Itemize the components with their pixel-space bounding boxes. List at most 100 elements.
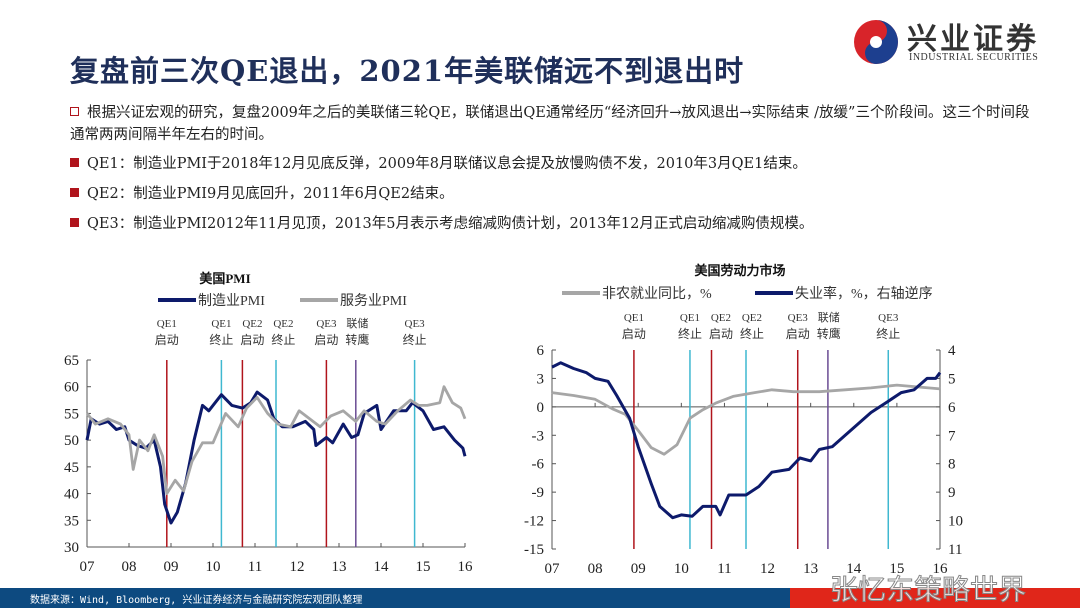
logo-swirl-icon xyxy=(854,20,898,64)
legend-label: 失业率，%，右轴逆序 xyxy=(795,285,933,302)
y2-tick-label: 10 xyxy=(948,514,963,530)
y2-tick-label: 9 xyxy=(948,485,956,501)
event-label: 联储 xyxy=(818,310,840,324)
y-tick-label: 40 xyxy=(64,487,79,503)
event-label: QE2 xyxy=(711,312,731,324)
event-label: 终止 xyxy=(876,326,900,341)
event-label: 启动 xyxy=(155,333,179,347)
square-bullet-icon xyxy=(70,188,79,197)
bullet-1: QE1：制造业PMI于2018年12月见底反弹，2009年8月联储议息会提及放慢… xyxy=(70,153,1030,175)
y-tick-label: -6 xyxy=(532,457,545,473)
square-bullet-icon xyxy=(70,218,79,227)
legend-label: 服务业PMI xyxy=(340,293,407,309)
chart-title: 美国劳动力市场 xyxy=(694,263,785,278)
event-label: QE3 xyxy=(316,318,337,330)
event-label: QE3 xyxy=(788,312,809,324)
y-tick-label: -12 xyxy=(524,514,544,530)
x-tick-label: 13 xyxy=(803,561,818,577)
event-label: 终止 xyxy=(678,326,702,341)
x-tick-label: 08 xyxy=(122,559,137,575)
chart-title: 美国PMI xyxy=(199,271,250,286)
event-label: 终止 xyxy=(740,326,764,341)
x-tick-label: 10 xyxy=(674,561,689,577)
event-label: QE1 xyxy=(680,312,700,324)
x-tick-label: 08 xyxy=(588,561,603,577)
square-bullet-icon xyxy=(70,158,79,167)
bullet-0: 根据兴证宏观的研究，复盘2009年之后的美联储三轮QE，联储退出QE通常经历“经… xyxy=(70,102,1030,146)
footer-bar xyxy=(0,588,1080,608)
y2-tick-label: 8 xyxy=(948,457,956,473)
y2-tick-label: 4 xyxy=(948,343,956,359)
event-label: QE1 xyxy=(624,312,644,324)
bullet-text: QE1：制造业PMI于2018年12月见底反弹，2009年8月联储议息会提及放慢… xyxy=(87,156,807,172)
x-tick-label: 13 xyxy=(332,559,347,575)
y-tick-label: 45 xyxy=(64,460,79,476)
data-source: 数据来源：Wind, Bloomberg, 兴业证券经济与金融研究院宏观团队整理 xyxy=(30,595,363,606)
x-tick-label: 15 xyxy=(416,559,431,575)
x-tick-label: 10 xyxy=(206,559,221,575)
y-tick-label: 3 xyxy=(537,371,545,387)
y-tick-label: 55 xyxy=(64,406,79,422)
page-title: 复盘前三次QE退出，2021年美联储远不到退出时 xyxy=(70,54,745,88)
event-label: QE1 xyxy=(157,318,177,330)
series-line-服务业PMI xyxy=(85,385,467,496)
event-label: 启动 xyxy=(709,327,733,341)
bullet-3: QE3：制造业PMI2012年11月见顶，2013年5月表示考虑缩减购债计划，2… xyxy=(70,213,1030,235)
y-tick-label: -15 xyxy=(524,542,544,558)
watermark: 张忆东策略世界 xyxy=(829,573,1027,606)
y-tick-label: 50 xyxy=(64,433,79,449)
x-tick-label: 11 xyxy=(248,559,262,575)
legend-label: 制造业PMI xyxy=(198,293,265,309)
event-label: 启动 xyxy=(314,333,338,347)
y-tick-label: 35 xyxy=(64,513,79,529)
x-tick-label: 07 xyxy=(545,561,561,577)
event-label: QE2 xyxy=(742,312,762,324)
y-tick-label: 60 xyxy=(64,380,79,396)
x-tick-label: 09 xyxy=(164,559,179,575)
y2-tick-label: 7 xyxy=(948,428,956,444)
bullet-text: 根据兴证宏观的研究，复盘2009年之后的美联储三轮QE，联储退出QE通常经历“经… xyxy=(70,105,1030,143)
event-label: 启动 xyxy=(786,327,810,341)
y-tick-label: 0 xyxy=(537,400,545,416)
x-tick-label: 14 xyxy=(846,561,862,577)
x-tick-label: 12 xyxy=(760,561,775,577)
event-label: 启动 xyxy=(622,327,646,341)
event-label: QE2 xyxy=(242,318,262,330)
legend-label: 非农就业同比，% xyxy=(602,286,712,302)
event-label: QE3 xyxy=(405,318,426,330)
event-label: 联储 xyxy=(346,316,368,330)
footer-red-band xyxy=(790,588,1080,608)
hollow-square-bullet-icon xyxy=(70,107,79,116)
company-logo: 兴业证券 INDUSTRIAL SECURITIES xyxy=(852,14,1067,66)
y2-tick-label: 6 xyxy=(948,400,956,416)
bullet-text: QE3：制造业PMI2012年11月见顶，2013年5月表示考虑缩减购债计划，2… xyxy=(87,216,814,232)
y2-tick-label: 11 xyxy=(948,542,962,558)
event-label: 终止 xyxy=(403,332,427,347)
y-tick-label: -3 xyxy=(532,428,545,444)
x-tick-label: 16 xyxy=(458,559,474,575)
event-label: 终止 xyxy=(209,332,233,347)
x-tick-label: 16 xyxy=(933,561,949,577)
y2-tick-label: 5 xyxy=(948,371,956,387)
series-line-失业率，%，右轴逆序 xyxy=(551,361,942,520)
y-tick-label: 30 xyxy=(64,540,79,556)
series-line-非农就业同比，% xyxy=(551,383,941,456)
bullet-text: QE2：制造业PMI9月见底回升，2011年6月QE2结束。 xyxy=(87,186,454,202)
bullet-2: QE2：制造业PMI9月见底回升，2011年6月QE2结束。 xyxy=(70,183,1030,205)
y-tick-label: -9 xyxy=(532,485,545,501)
x-tick-label: 11 xyxy=(717,561,731,577)
logo-en: INDUSTRIAL SECURITIES xyxy=(909,52,1039,63)
x-tick-label: 07 xyxy=(80,559,96,575)
event-label: QE1 xyxy=(211,318,231,330)
logo-cn: 兴业证券 xyxy=(907,22,1039,57)
x-tick-label: 12 xyxy=(290,559,305,575)
event-label: QE3 xyxy=(878,312,899,324)
event-label: 转鹰 xyxy=(345,332,369,347)
event-label: 转鹰 xyxy=(817,326,841,341)
x-tick-label: 09 xyxy=(631,561,646,577)
event-label: 启动 xyxy=(240,333,264,347)
us-pmi-chart: 美国PMI 制造业PMI 服务业PMI 30 35 40 45 50 55 60 65 07 08 09 1… xyxy=(64,271,474,575)
event-label: QE2 xyxy=(273,318,293,330)
y-tick-label: 6 xyxy=(537,343,545,359)
